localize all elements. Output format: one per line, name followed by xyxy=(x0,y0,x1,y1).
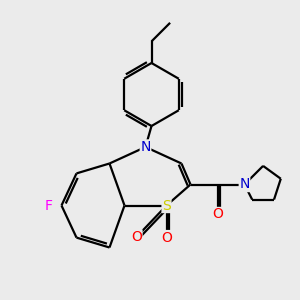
Text: O: O xyxy=(212,208,223,221)
Text: S: S xyxy=(162,199,171,212)
Text: N: N xyxy=(239,178,250,191)
Text: N: N xyxy=(140,140,151,154)
Text: F: F xyxy=(45,199,53,212)
Text: O: O xyxy=(131,230,142,244)
Text: O: O xyxy=(161,231,172,244)
